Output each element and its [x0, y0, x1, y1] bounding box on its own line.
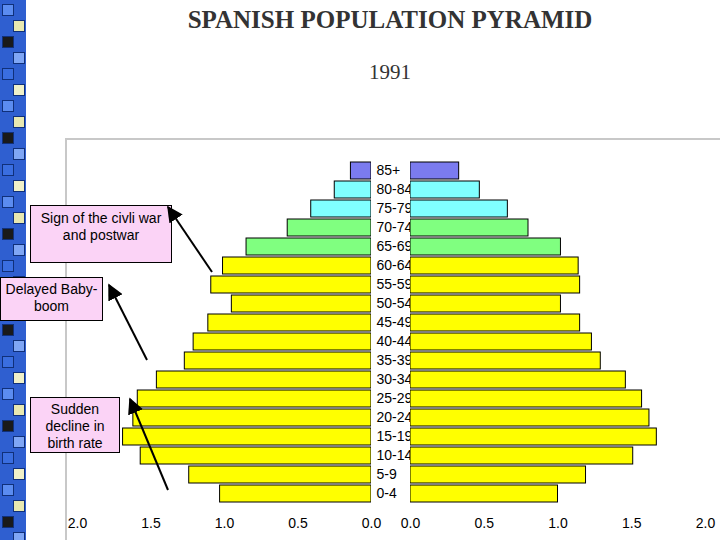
svg-text:2.0: 2.0: [696, 515, 716, 531]
svg-text:25-29: 25-29: [377, 390, 413, 406]
html-text:Delayed Baby-boom: Delayed Baby-boom: [5, 281, 98, 314]
svg-text:65-69: 65-69: [377, 238, 413, 254]
svg-text:0.0: 0.0: [362, 515, 382, 531]
svg-text:30-34: 30-34: [377, 371, 413, 387]
svg-text:60-64: 60-64: [377, 257, 413, 273]
svg-text:85+: 85+: [377, 162, 401, 178]
svg-text:75-79: 75-79: [377, 200, 413, 216]
svg-text:0.0: 0.0: [401, 515, 421, 531]
html-text:Sign of the civli war and post: Sign of the civli war and postwar: [40, 210, 162, 243]
svg-text:0-4: 0-4: [377, 485, 397, 501]
svg-text:1.0: 1.0: [215, 515, 235, 531]
svg-text:10-14: 10-14: [377, 447, 413, 463]
html-text:SPANISH POPULATION PYRAMID: SPANISH POPULATION PYRAMID: [187, 6, 593, 33]
svg-text:50-54: 50-54: [377, 295, 413, 311]
svg-text:70-74: 70-74: [377, 219, 413, 235]
svg-text:1.0: 1.0: [548, 515, 568, 531]
svg-text:45-49: 45-49: [377, 314, 413, 330]
svg-text:35-39: 35-39: [377, 352, 413, 368]
svg-text:55-59: 55-59: [377, 276, 413, 292]
svg-text:1.5: 1.5: [141, 515, 161, 531]
svg-text:2.0: 2.0: [68, 515, 88, 531]
svg-text:0.5: 0.5: [288, 515, 308, 531]
svg-text:20-24: 20-24: [377, 409, 413, 425]
svg-text:15-19: 15-19: [377, 428, 413, 444]
html-text:Sudden decline in birth rate: Sudden decline in birth rate: [45, 401, 105, 451]
svg-text:40-44: 40-44: [377, 333, 413, 349]
svg-text:1.5: 1.5: [622, 515, 642, 531]
svg-text:5-9: 5-9: [377, 466, 397, 482]
html-text:1991: 1991: [369, 60, 411, 84]
svg-text:0.5: 0.5: [475, 515, 495, 531]
svg-text:80-84: 80-84: [377, 181, 413, 197]
